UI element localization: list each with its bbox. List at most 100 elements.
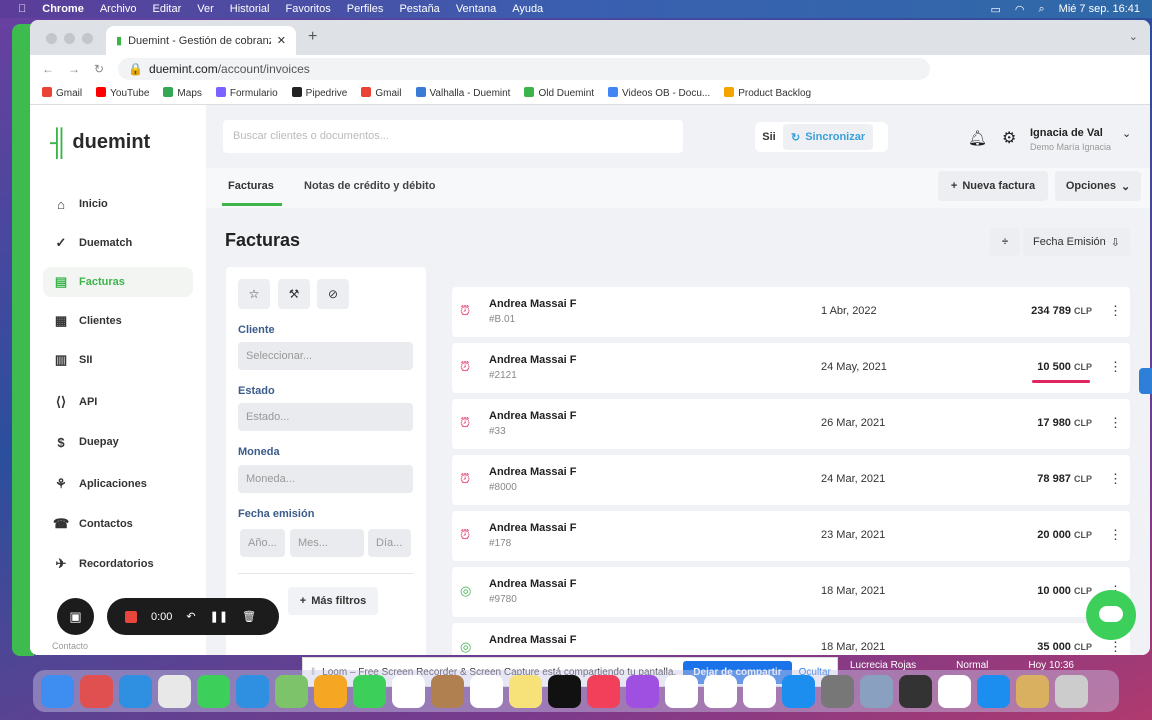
- invoice-row[interactable]: ⏰︎ Andrea Massai F #178 23 Mar, 2021 20 000 …: [452, 511, 1130, 561]
- menu-ventana[interactable]: Ventana: [447, 3, 496, 15]
- bookmark[interactable]: Gmail: [42, 87, 82, 99]
- chat-button[interactable]: [1086, 590, 1136, 640]
- dock-app-icon[interactable]: [821, 674, 854, 708]
- sidebar-item-duematch[interactable]: ✓ Duematch: [43, 228, 193, 258]
- cliente-select[interactable]: Seleccionar...: [238, 342, 413, 370]
- tab-notas[interactable]: Notas de crédito y débito: [304, 180, 436, 192]
- user-menu[interactable]: Ignacia de Val Demo María Ignacia: [1030, 127, 1111, 152]
- dock-app-icon[interactable]: [158, 674, 191, 708]
- menu-ver[interactable]: Ver: [189, 3, 214, 15]
- dock-app-icon[interactable]: [119, 674, 152, 708]
- sidebar-item-recordatorios[interactable]: ✈ Recordatorios: [43, 549, 193, 579]
- dock-app-icon[interactable]: [782, 674, 815, 708]
- moneda-select[interactable]: Moneda...: [238, 465, 413, 493]
- drag-handle-icon[interactable]: ‖: [311, 666, 316, 678]
- pause-icon[interactable]: ❚❚: [209, 611, 229, 623]
- dock-app-icon[interactable]: [1016, 674, 1049, 708]
- sort-field-button[interactable]: Fecha Emisión ⇩: [1023, 228, 1130, 256]
- bookmark[interactable]: Product Backlog: [724, 87, 811, 99]
- dock-app-icon[interactable]: [197, 674, 230, 708]
- browser-tab[interactable]: ▮ Duemint - Gestión de cobranza ✕: [106, 26, 296, 55]
- side-widget-tab[interactable]: [1139, 368, 1152, 394]
- dock-app-icon[interactable]: [431, 674, 464, 708]
- dock-app-icon[interactable]: [275, 674, 308, 708]
- dock-app-icon[interactable]: [743, 674, 776, 708]
- year-select[interactable]: Año...: [240, 529, 285, 557]
- dock-app-icon[interactable]: [236, 674, 269, 708]
- dock-app-icon[interactable]: [41, 674, 74, 708]
- dock-app-icon[interactable]: [1055, 674, 1088, 708]
- sidebar-item-clientes[interactable]: ▦ Clientes: [43, 306, 193, 336]
- trash-icon[interactable]: 🗑︎: [242, 611, 257, 623]
- battery-icon[interactable]: ▭: [990, 4, 1001, 16]
- window-controls[interactable]: [46, 33, 93, 44]
- wifi-icon[interactable]: ◠: [1014, 4, 1025, 16]
- bookmark[interactable]: Videos OB - Docu...: [608, 87, 710, 99]
- estado-select[interactable]: Estado...: [238, 403, 413, 431]
- dock-app-icon[interactable]: [587, 674, 620, 708]
- menu-pestana[interactable]: Pestaña: [391, 3, 439, 15]
- dock-app-icon[interactable]: [470, 674, 503, 708]
- tab-facturas[interactable]: Facturas: [228, 180, 274, 192]
- more-vertical-icon[interactable]: ⋮: [1109, 639, 1122, 654]
- dock-app-icon[interactable]: [80, 674, 113, 708]
- loom-camera-button[interactable]: ▣: [57, 598, 94, 635]
- bookmark[interactable]: Formulario: [215, 87, 278, 99]
- invoice-row[interactable]: ⏰︎ Andrea Massai F #33 26 Mar, 2021 17 980 C…: [452, 399, 1130, 449]
- menu-historial[interactable]: Historial: [221, 3, 270, 15]
- month-select[interactable]: Mes...: [290, 529, 364, 557]
- sidebar-item-sii[interactable]: ▥ SII: [43, 345, 193, 375]
- clock[interactable]: Mié 7 sep. 16:41: [1058, 3, 1140, 15]
- more-vertical-icon[interactable]: ⋮: [1109, 303, 1122, 318]
- bookmark[interactable]: Maps: [163, 87, 202, 99]
- sii-button[interactable]: Sii: [762, 131, 776, 143]
- spotlight-icon[interactable]: ⌕: [1038, 3, 1045, 15]
- tab-list-icon[interactable]: ⌄: [1128, 31, 1138, 43]
- menu-ayuda[interactable]: Ayuda: [503, 3, 543, 15]
- dock-app-icon[interactable]: [977, 674, 1010, 708]
- bookmark[interactable]: YouTube: [96, 87, 149, 99]
- sidebar-item-contactos[interactable]: ☎ Contactos: [43, 509, 193, 539]
- dock-app-icon[interactable]: [509, 674, 542, 708]
- close-tab-icon[interactable]: ✕: [276, 35, 286, 47]
- more-vertical-icon[interactable]: ⋮: [1109, 415, 1122, 430]
- hide-button[interactable]: Ocultar: [798, 666, 831, 678]
- sort-direction-button[interactable]: ÷: [990, 228, 1020, 256]
- sidebar-item-duepay[interactable]: $ Duepay: [43, 427, 193, 457]
- menu-editar[interactable]: Editar: [144, 3, 182, 15]
- address-bar[interactable]: 🔒 duemint.com/account/invoices: [118, 57, 930, 80]
- block-filter-button[interactable]: ⊘: [317, 279, 349, 309]
- sync-button[interactable]: ↻ Sincronizar: [783, 124, 874, 150]
- more-vertical-icon[interactable]: ⋮: [1109, 471, 1122, 486]
- options-button[interactable]: Opciones ⌄: [1055, 171, 1141, 201]
- menu-archivo[interactable]: Archivo: [91, 3, 137, 15]
- back-icon[interactable]: ←: [42, 61, 54, 76]
- bookmark[interactable]: Old Duemint: [524, 87, 594, 99]
- bookmark[interactable]: Valhalla - Duemint: [415, 87, 510, 99]
- invoice-row[interactable]: ◎ Andrea Massai F #9780 18 Mar, 2021 10 000 …: [452, 567, 1130, 617]
- dock-app-icon[interactable]: [665, 674, 698, 708]
- duemint-logo[interactable]: ╢ duemint: [50, 127, 150, 158]
- apple-icon[interactable]: : [18, 3, 26, 15]
- hammer-filter-button[interactable]: ⚒: [278, 279, 310, 309]
- star-filter-button[interactable]: ☆: [238, 279, 270, 309]
- sidebar-item-api[interactable]: ⟨⟩ API: [43, 387, 193, 417]
- dock-app-icon[interactable]: [860, 674, 893, 708]
- dock-app-icon[interactable]: [548, 674, 581, 708]
- more-vertical-icon[interactable]: ⋮: [1109, 527, 1122, 542]
- bookmark[interactable]: Pipedrive: [291, 87, 347, 99]
- dock-app-icon[interactable]: [353, 674, 386, 708]
- bookmark[interactable]: Gmail: [361, 87, 402, 99]
- dock-app-icon[interactable]: [899, 674, 932, 708]
- menu-perfiles[interactable]: Perfiles: [338, 3, 384, 15]
- reload-icon[interactable]: ↻: [94, 61, 105, 76]
- more-filters-button[interactable]: + Más filtros: [288, 587, 378, 615]
- dock-app-icon[interactable]: [392, 674, 425, 708]
- invoice-row[interactable]: ⏰︎ Andrea Massai F #B.01 1 Abr, 2022 234 789…: [452, 287, 1130, 337]
- stop-recording-button[interactable]: [125, 610, 137, 623]
- sidebar-item-aplicaciones[interactable]: ⚘ Aplicaciones: [43, 469, 193, 499]
- dock-app-icon[interactable]: [626, 674, 659, 708]
- forward-icon[interactable]: →: [68, 61, 80, 76]
- more-vertical-icon[interactable]: ⋮: [1109, 359, 1122, 374]
- gear-icon[interactable]: ⚙: [1002, 130, 1017, 147]
